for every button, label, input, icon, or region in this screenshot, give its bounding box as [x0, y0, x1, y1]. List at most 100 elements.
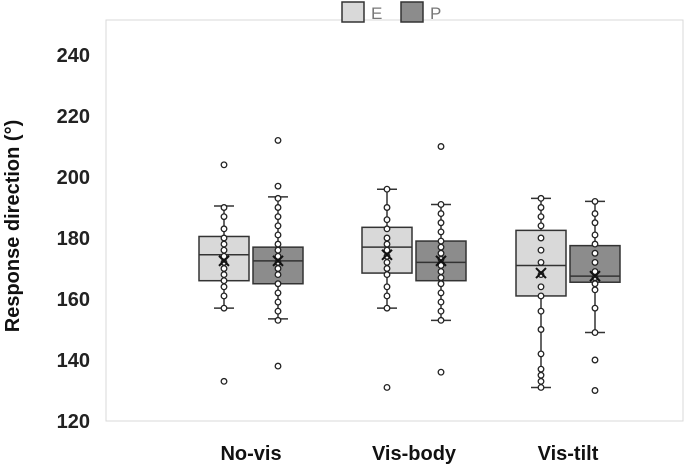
box-p-vis-body [415, 143, 467, 376]
data-point [220, 240, 228, 248]
data-point [537, 234, 545, 242]
data-point [220, 225, 228, 233]
data-point [537, 326, 545, 333]
legend-label-p: P [430, 4, 441, 23]
data-point [383, 292, 391, 300]
data-point [220, 271, 228, 279]
data-point [437, 280, 445, 288]
data-point [537, 307, 545, 315]
data-point [274, 136, 282, 144]
data-point [537, 246, 545, 254]
data-point [220, 277, 228, 285]
data-point [437, 307, 445, 315]
data-point [220, 246, 228, 254]
data-point [591, 280, 599, 288]
data-point [591, 231, 599, 239]
data-point [591, 219, 599, 227]
mean-marker [589, 270, 601, 282]
data-point [274, 298, 282, 306]
y-tick-label: 140 [57, 350, 90, 372]
data-point [437, 298, 445, 306]
mean-marker [381, 249, 393, 261]
data-point [220, 377, 228, 385]
data-point [437, 249, 445, 257]
data-point [220, 234, 228, 242]
data-point [220, 161, 228, 169]
data-point [274, 289, 282, 297]
data-point [274, 280, 282, 288]
data-point [591, 387, 599, 394]
data-point [437, 143, 445, 150]
data-point [383, 258, 391, 266]
legend-swatch-p [400, 1, 424, 23]
y-tick-label: 200 [57, 167, 90, 189]
data-point [591, 210, 599, 218]
data-point [537, 371, 545, 379]
data-point [220, 204, 228, 211]
data-point [437, 268, 445, 275]
data-point [383, 265, 391, 272]
data-point [437, 210, 445, 218]
data-point [274, 222, 282, 230]
data-point [591, 249, 599, 257]
data-point [274, 265, 282, 272]
data-point [274, 271, 282, 279]
data-point [437, 274, 445, 282]
data-point [274, 231, 282, 239]
data-point [537, 213, 545, 221]
plot-frame [105, 19, 684, 422]
data-point [537, 204, 545, 211]
legend-swatch-e [341, 1, 365, 23]
box-e-no-vis [198, 161, 250, 385]
data-point [437, 316, 445, 324]
data-point [274, 194, 282, 202]
y-tick-label: 160 [57, 289, 90, 311]
data-point [537, 194, 545, 202]
data-point [274, 204, 282, 211]
y-axis-label: Response direction (°) [2, 120, 24, 332]
data-point [591, 197, 599, 205]
data-point [383, 225, 391, 233]
data-point [220, 283, 228, 291]
data-point [383, 234, 391, 242]
legend: E P [341, 1, 441, 23]
x-category-label: Vis-body [372, 443, 457, 465]
legend-label-e: E [371, 4, 382, 23]
data-point [383, 271, 391, 279]
data-point [274, 307, 282, 315]
data-point [537, 222, 545, 230]
data-point [383, 204, 391, 211]
box-e-vis-body [361, 185, 413, 391]
data-point [220, 213, 228, 221]
data-point [437, 243, 445, 251]
y-tick-label: 120 [57, 411, 90, 433]
data-point [591, 240, 599, 248]
x-category-label: Vis-tilt [538, 443, 599, 465]
data-point [591, 268, 599, 275]
data-point [274, 316, 282, 324]
data-point [383, 185, 391, 193]
data-point [437, 228, 445, 236]
data-point [437, 289, 445, 297]
data-point [383, 304, 391, 312]
data-point [591, 304, 599, 312]
box-e-vis-tilt [515, 194, 567, 391]
data-point [537, 384, 545, 391]
box-p-vis-tilt [569, 197, 621, 394]
data-point [437, 368, 445, 376]
data-point [274, 246, 282, 254]
data-point [383, 240, 391, 248]
data-point [537, 377, 545, 385]
data-point [220, 292, 228, 300]
data-point [537, 365, 545, 373]
data-point [383, 384, 391, 391]
mean-marker [535, 267, 547, 279]
mean-marker [218, 255, 230, 267]
data-point [437, 237, 445, 245]
data-point [591, 258, 599, 266]
mean-marker [272, 255, 284, 267]
data-point [537, 292, 545, 300]
data-point [274, 182, 282, 190]
data-point [383, 283, 391, 291]
